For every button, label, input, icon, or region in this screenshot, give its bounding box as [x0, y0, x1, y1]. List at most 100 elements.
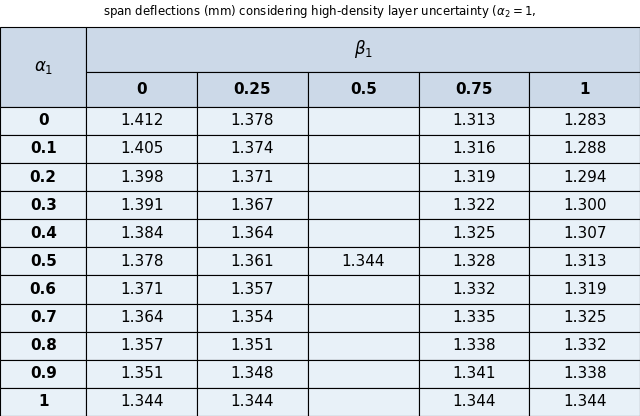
Bar: [86, 163, 197, 191]
Bar: [0, 332, 86, 360]
Bar: [86, 219, 197, 248]
Bar: [0, 248, 86, 275]
Text: 0.7: 0.7: [30, 310, 56, 325]
Text: 1.357: 1.357: [231, 282, 274, 297]
Text: 1.344: 1.344: [231, 394, 274, 409]
Text: 1.405: 1.405: [120, 141, 163, 156]
Bar: [197, 72, 308, 107]
Bar: [529, 135, 640, 163]
Text: 1.367: 1.367: [230, 198, 275, 213]
Text: 1.341: 1.341: [452, 366, 495, 381]
Bar: [529, 360, 640, 388]
Bar: [419, 163, 529, 191]
Bar: [197, 360, 308, 388]
Text: 0.5: 0.5: [350, 82, 376, 97]
Bar: [197, 388, 308, 416]
Bar: [419, 304, 529, 332]
Bar: [419, 72, 529, 107]
Bar: [308, 388, 419, 416]
Text: 1.364: 1.364: [230, 226, 275, 241]
Text: 1.283: 1.283: [563, 113, 606, 128]
Text: 1.351: 1.351: [120, 366, 163, 381]
Bar: [86, 388, 197, 416]
Text: 0: 0: [136, 82, 147, 97]
Bar: [529, 72, 640, 107]
Text: 1.307: 1.307: [563, 226, 606, 241]
Bar: [419, 332, 529, 360]
Bar: [197, 304, 308, 332]
Text: 1.378: 1.378: [231, 113, 274, 128]
Bar: [308, 72, 419, 107]
Text: 0.4: 0.4: [30, 226, 56, 241]
Bar: [0, 163, 86, 191]
Text: 1.338: 1.338: [563, 366, 607, 381]
Bar: [0, 219, 86, 248]
Text: 1.378: 1.378: [120, 254, 163, 269]
Bar: [197, 219, 308, 248]
Bar: [197, 248, 308, 275]
Bar: [308, 135, 419, 163]
Text: 0: 0: [38, 113, 49, 128]
Bar: [529, 191, 640, 219]
Text: 1.319: 1.319: [563, 282, 607, 297]
Text: 1.300: 1.300: [563, 198, 606, 213]
Bar: [86, 72, 197, 107]
Text: 1.357: 1.357: [120, 338, 163, 353]
Text: 1.354: 1.354: [231, 310, 274, 325]
Text: 1.344: 1.344: [120, 394, 163, 409]
Bar: [308, 107, 419, 135]
Text: $\alpha_1$: $\alpha_1$: [33, 58, 53, 76]
Bar: [197, 191, 308, 219]
Bar: [86, 332, 197, 360]
Bar: [529, 304, 640, 332]
Bar: [86, 191, 197, 219]
Text: 1.344: 1.344: [452, 394, 495, 409]
Bar: [529, 163, 640, 191]
Text: 1.412: 1.412: [120, 113, 163, 128]
Bar: [529, 275, 640, 304]
Bar: [86, 360, 197, 388]
Text: 0.5: 0.5: [30, 254, 56, 269]
Text: 1.384: 1.384: [120, 226, 163, 241]
Text: 1.319: 1.319: [452, 170, 496, 185]
Text: span deflections (mm) considering high-density layer uncertainty ($\alpha_2 = 1,: span deflections (mm) considering high-d…: [103, 3, 537, 20]
Bar: [0, 107, 86, 135]
Text: 1.371: 1.371: [231, 170, 274, 185]
Text: 1.322: 1.322: [452, 198, 495, 213]
Text: 1.313: 1.313: [563, 254, 607, 269]
Bar: [419, 275, 529, 304]
Text: 0.75: 0.75: [455, 82, 493, 97]
Bar: [308, 304, 419, 332]
Bar: [419, 248, 529, 275]
Bar: [308, 248, 419, 275]
Text: 1.364: 1.364: [120, 310, 164, 325]
Text: 1.325: 1.325: [452, 226, 495, 241]
Bar: [86, 135, 197, 163]
Bar: [197, 135, 308, 163]
Bar: [529, 332, 640, 360]
Text: 0.25: 0.25: [234, 82, 271, 97]
Bar: [0, 191, 86, 219]
Bar: [419, 360, 529, 388]
Bar: [529, 248, 640, 275]
Text: 1.328: 1.328: [452, 254, 495, 269]
Text: 1.335: 1.335: [452, 310, 496, 325]
Text: 0.6: 0.6: [29, 282, 57, 297]
Bar: [529, 107, 640, 135]
Text: 1.332: 1.332: [563, 338, 607, 353]
Text: 1.294: 1.294: [563, 170, 606, 185]
Text: 1.344: 1.344: [563, 394, 606, 409]
Text: 1.351: 1.351: [231, 338, 274, 353]
Text: 1.348: 1.348: [231, 366, 274, 381]
Text: 0.3: 0.3: [30, 198, 56, 213]
Bar: [419, 219, 529, 248]
Bar: [308, 332, 419, 360]
Bar: [308, 360, 419, 388]
Bar: [419, 191, 529, 219]
Text: 0.8: 0.8: [30, 338, 56, 353]
Bar: [308, 219, 419, 248]
Bar: [197, 107, 308, 135]
Text: 1.288: 1.288: [563, 141, 606, 156]
Text: 1.374: 1.374: [231, 141, 274, 156]
Text: 1.344: 1.344: [342, 254, 385, 269]
